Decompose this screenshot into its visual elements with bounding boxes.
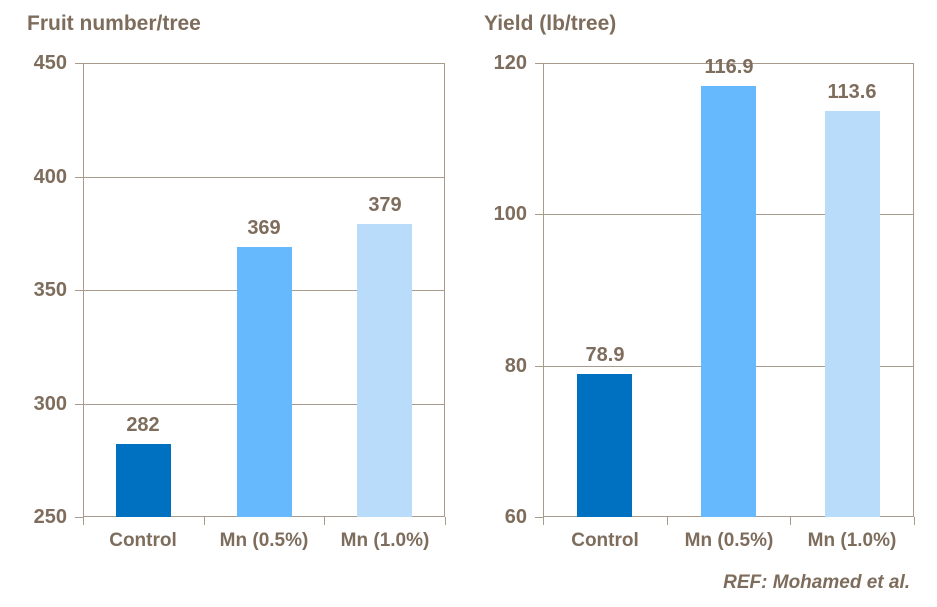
y-axis-tick-label: 300 (33, 393, 67, 415)
bar-control (577, 374, 632, 517)
y-axis-tick (75, 290, 83, 291)
category-label-control: Control (109, 530, 177, 551)
y-axis-tick (75, 177, 83, 178)
y-axis-tick-label: 450 (33, 52, 67, 74)
x-axis-tick (445, 517, 446, 525)
bar-mn-1-0 (825, 111, 880, 517)
x-axis-tick (324, 517, 325, 525)
bar-value-label: 116.9 (704, 56, 754, 78)
y-axis-tick-label: 120 (493, 52, 527, 74)
bar-value-label: 113.6 (827, 81, 877, 103)
chart-title: Fruit number/tree (27, 12, 201, 35)
gridline (83, 177, 445, 178)
y-axis-tick (75, 517, 83, 518)
category-label-control: Control (571, 530, 639, 551)
bar-value-label: 282 (126, 414, 160, 436)
bar-mn-1-0 (357, 224, 412, 517)
y-axis-tick-label: 350 (33, 279, 67, 301)
bar-value-label: 369 (247, 217, 281, 239)
y-axis-tick (75, 404, 83, 405)
x-axis-tick (790, 517, 791, 525)
bar-mn-0-5 (701, 86, 756, 517)
y-axis-tick-label: 60 (504, 506, 527, 528)
x-axis-tick (667, 517, 668, 525)
y-axis-tick (535, 63, 543, 64)
y-axis-tick (75, 63, 83, 64)
y-axis-tick-label: 80 (504, 355, 527, 377)
bar-mn-0-5 (237, 247, 292, 517)
y-axis-tick-label: 100 (493, 203, 527, 225)
x-axis-tick (914, 517, 915, 525)
category-label-mn-0-5: Mn (0.5%) (219, 530, 309, 551)
x-axis-tick (543, 517, 544, 525)
y-axis-tick (535, 214, 543, 215)
y-axis-tick (535, 517, 543, 518)
bar-value-label: 78.9 (585, 344, 625, 366)
x-axis-tick (204, 517, 205, 525)
bar-value-label: 379 (368, 194, 402, 216)
y-axis-tick (535, 366, 543, 367)
bar-control (116, 444, 171, 517)
category-label-mn-0-5: Mn (0.5%) (684, 530, 774, 551)
y-axis-tick-label: 400 (33, 166, 67, 188)
x-axis-tick (83, 517, 84, 525)
y-axis-tick-label: 250 (33, 506, 67, 528)
category-label-mn-1-0: Mn (1.0%) (807, 530, 897, 551)
chart-title: Yield (lb/tree) (484, 12, 617, 35)
category-label-mn-1-0: Mn (1.0%) (340, 530, 430, 551)
reference-citation: REF: Mohamed et al. (723, 572, 910, 593)
